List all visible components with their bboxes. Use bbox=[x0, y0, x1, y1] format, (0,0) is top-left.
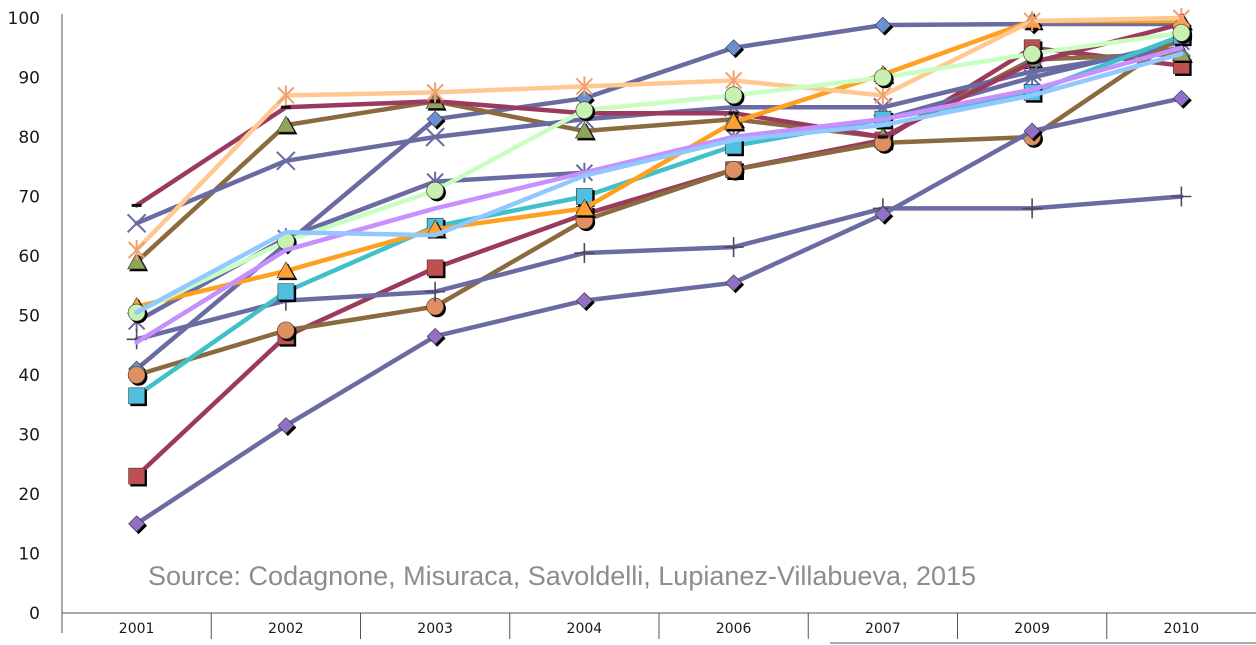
series-9 bbox=[128, 89, 1190, 533]
series-layer bbox=[126, 8, 1192, 533]
series-line bbox=[134, 15, 1184, 253]
series-8 bbox=[131, 21, 1187, 208]
y-tick-label: 10 bbox=[18, 545, 40, 565]
axes: 0 10 20 30 40 50 60 70 80 90 100 2001 2002 2003 2004 20… bbox=[8, 9, 1256, 644]
y-tick-label: 50 bbox=[18, 307, 40, 327]
data-point bbox=[1022, 198, 1043, 219]
data-point bbox=[277, 321, 295, 340]
x-tick-label: 2003 bbox=[417, 621, 453, 637]
data-point bbox=[128, 387, 145, 405]
data-point bbox=[725, 39, 743, 57]
series-15 bbox=[134, 51, 1184, 315]
data-point bbox=[277, 85, 295, 106]
data-point bbox=[127, 240, 146, 261]
data-point bbox=[1023, 122, 1041, 140]
y-tick-label: 70 bbox=[18, 188, 40, 208]
data-point bbox=[1171, 186, 1192, 207]
data-point bbox=[724, 160, 743, 179]
data-point bbox=[724, 112, 744, 130]
data-point bbox=[574, 198, 594, 216]
data-point bbox=[874, 68, 892, 87]
data-point bbox=[575, 76, 594, 97]
y-tick-label: 80 bbox=[18, 128, 40, 148]
data-point bbox=[276, 151, 296, 171]
data-point bbox=[276, 261, 296, 279]
y-tick-label: 90 bbox=[18, 69, 40, 89]
data-point bbox=[725, 274, 743, 292]
series-line bbox=[134, 45, 1184, 345]
series-line bbox=[134, 194, 1184, 342]
data-point bbox=[126, 213, 147, 233]
x-tick-label: 2002 bbox=[268, 621, 304, 637]
data-point bbox=[1172, 89, 1190, 107]
series-line bbox=[134, 21, 1184, 208]
data-point bbox=[724, 86, 743, 105]
series-6 bbox=[127, 27, 1191, 384]
data-point bbox=[1023, 44, 1041, 63]
series-line bbox=[134, 96, 1184, 527]
data-point bbox=[1172, 24, 1191, 42]
series-12 bbox=[127, 8, 1191, 261]
x-tick-label: 2010 bbox=[1164, 621, 1200, 637]
data-point bbox=[426, 181, 444, 200]
series-line bbox=[134, 33, 1184, 399]
y-tick-label: 100 bbox=[8, 9, 40, 29]
data-point bbox=[426, 82, 444, 103]
y-tick-label: 30 bbox=[18, 426, 40, 446]
data-point bbox=[874, 134, 892, 152]
source-annotation: Source: Codagnone, Misuraca, Savoldelli,… bbox=[148, 561, 976, 591]
data-point bbox=[128, 515, 146, 533]
series-line bbox=[134, 33, 1184, 378]
data-point bbox=[128, 467, 145, 485]
data-point bbox=[874, 85, 892, 106]
data-point bbox=[277, 283, 295, 301]
x-tick-label: 2009 bbox=[1014, 621, 1050, 637]
data-point bbox=[426, 259, 444, 277]
data-point bbox=[723, 237, 744, 258]
x-tick-label: 2006 bbox=[716, 621, 752, 637]
data-point bbox=[425, 281, 446, 302]
data-point bbox=[1023, 10, 1041, 31]
data-point bbox=[574, 243, 595, 264]
series-line bbox=[134, 18, 1184, 309]
data-point bbox=[575, 101, 594, 120]
x-tick-label: 2004 bbox=[567, 621, 603, 637]
data-point bbox=[874, 16, 892, 34]
data-point bbox=[276, 115, 296, 133]
y-tick-label: 20 bbox=[18, 485, 40, 505]
y-tick-label: 60 bbox=[18, 247, 40, 267]
series-line bbox=[134, 51, 1184, 315]
data-point bbox=[425, 127, 445, 147]
data-point bbox=[874, 205, 892, 223]
x-tick-label: 2007 bbox=[865, 621, 901, 637]
x-tick-label: 2001 bbox=[119, 621, 155, 637]
y-tick-label: 40 bbox=[18, 366, 40, 386]
data-point bbox=[574, 121, 594, 139]
data-point bbox=[127, 252, 147, 270]
y-tick-label: 0 bbox=[29, 604, 40, 624]
series-14 bbox=[134, 45, 1184, 345]
data-point bbox=[575, 292, 593, 310]
data-point bbox=[127, 366, 146, 384]
data-point bbox=[426, 327, 444, 345]
series-line bbox=[134, 21, 1184, 372]
data-point bbox=[277, 417, 295, 434]
data-point bbox=[426, 110, 444, 128]
